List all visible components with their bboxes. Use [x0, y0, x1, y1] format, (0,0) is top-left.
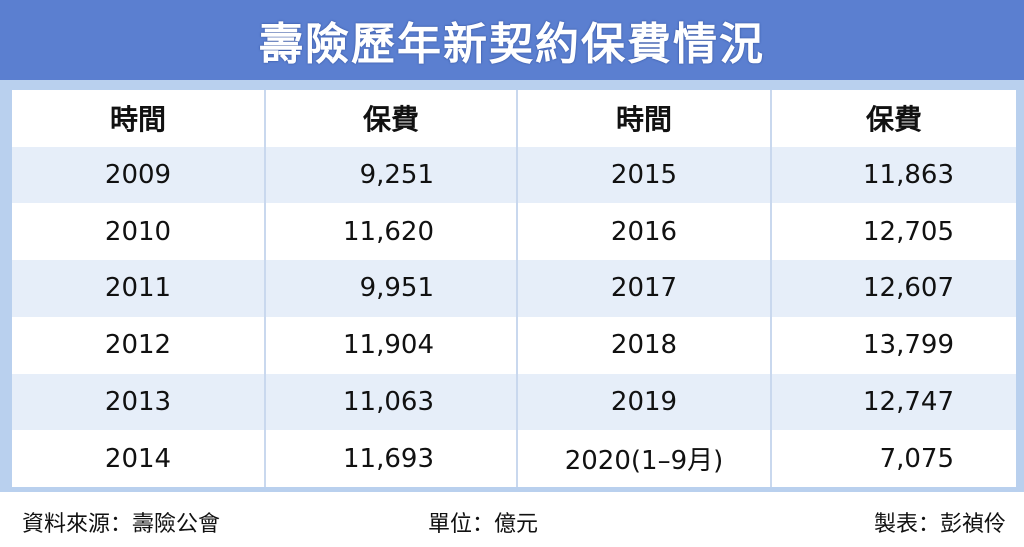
header-premium-left: 保費 [266, 90, 518, 147]
unit-note: 單位：億元 [428, 512, 539, 537]
year-cell: 2018 [518, 316, 772, 374]
year-cell: 2013 [12, 373, 266, 431]
premium-cell: 7,075 [772, 430, 1016, 487]
premium-cell: 11,693 [266, 430, 518, 487]
title-bar: 壽險歷年新契約保費情況 [0, 0, 1024, 80]
premium-cell: 12,705 [772, 203, 1016, 261]
premium-table: 時間 保費 時間 保費 2009 9,251 2015 11,863 2010 … [12, 90, 1016, 487]
year-cell: 2019 [518, 373, 772, 431]
premium-cell: 13,799 [772, 316, 1016, 374]
year-cell: 2014 [12, 430, 266, 487]
premium-cell: 11,863 [772, 146, 1016, 204]
premium-cell: 12,747 [772, 373, 1016, 431]
maker-note: 製表：彭禎伶 [873, 512, 1006, 537]
header-time-right: 時間 [518, 90, 772, 147]
source-note: 資料來源：壽險公會 [22, 512, 221, 537]
premium-cell: 11,620 [266, 203, 518, 261]
premium-cell: 9,951 [266, 260, 518, 317]
year-cell: 2015 [518, 146, 772, 204]
footer: 資料來源：壽險公會 單位：億元 製表：彭禎伶 [0, 492, 1024, 547]
year-cell: 2009 [12, 146, 266, 204]
header-time-left: 時間 [12, 90, 266, 147]
table-title: 壽險歷年新契約保費情況 [259, 19, 765, 70]
year-cell: 2010 [12, 203, 266, 261]
header-premium-right: 保費 [772, 90, 1016, 147]
premium-cell: 11,063 [266, 373, 518, 431]
premium-cell: 9,251 [266, 146, 518, 204]
table-frame: 時間 保費 時間 保費 2009 9,251 2015 11,863 2010 … [0, 80, 1024, 492]
premium-cell: 11,904 [266, 316, 518, 374]
premium-cell: 12,607 [772, 260, 1016, 317]
year-cell: 2012 [12, 316, 266, 374]
year-cell: 2017 [518, 260, 772, 317]
year-cell: 2016 [518, 203, 772, 261]
year-cell: 2011 [12, 260, 266, 317]
year-cell: 2020(1–9月) [518, 430, 772, 487]
